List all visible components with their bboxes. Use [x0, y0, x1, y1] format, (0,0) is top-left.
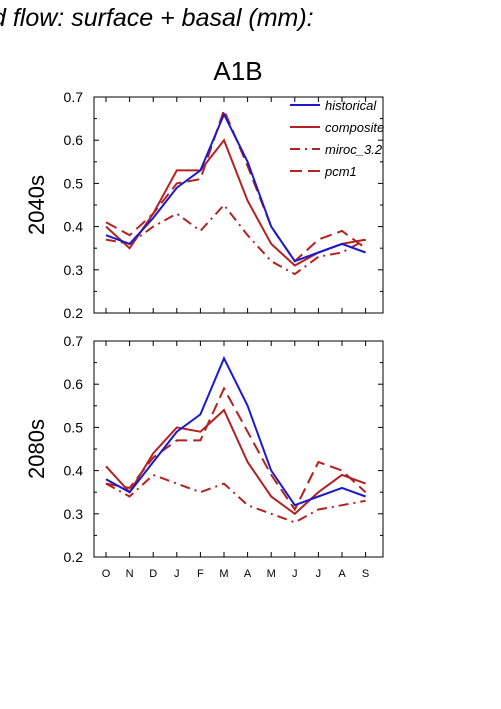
x-tick-label: J [174, 568, 180, 580]
legend-label: historical [325, 98, 377, 113]
legend-label: miroc_3.2 [325, 142, 383, 157]
y-tick-label: 0.5 [64, 419, 84, 435]
series-line-miroc-3-2 [105, 473, 366, 524]
x-tick-label: D [149, 568, 157, 580]
y-tick-label: 0.7 [64, 89, 84, 105]
x-tick-label: J [292, 568, 298, 580]
x-tick-label: N [126, 568, 134, 580]
scenario-title: A1B [213, 56, 263, 86]
series-line-miroc-3-2 [105, 203, 367, 276]
x-tick-label: M [267, 568, 276, 580]
y-tick-label: 0.7 [64, 333, 84, 349]
y-tick-label: 0.4 [64, 463, 84, 479]
y-tick-label: 0.2 [64, 549, 84, 565]
y-tick-label: 0.4 [64, 219, 84, 235]
legend-label: composite [325, 120, 384, 135]
x-tick-label: F [197, 568, 204, 580]
x-tick-label: A [244, 568, 252, 580]
y-tick-label: 0.6 [64, 376, 84, 392]
legend-label: pcm1 [324, 164, 357, 179]
x-tick-label: M [219, 568, 228, 580]
series-line-historical [105, 111, 366, 263]
y-tick-label: 0.3 [64, 506, 84, 522]
y-tick-label: 0.5 [64, 175, 84, 191]
row-label: 2080s [24, 419, 49, 479]
row-label: 2040s [24, 175, 49, 235]
page-header: d flow: surface + basal (mm): [0, 4, 314, 32]
y-tick-label: 0.2 [64, 305, 84, 321]
x-tick-label: J [316, 568, 322, 580]
series-line-composite [105, 408, 366, 516]
y-tick-label: 0.3 [64, 262, 84, 278]
series-line-historical [105, 355, 366, 507]
plot-frame [93, 340, 384, 558]
x-tick-label: O [102, 568, 111, 580]
series-line-composite [105, 138, 366, 267]
x-tick-label: A [338, 568, 346, 580]
x-tick-label: S [362, 568, 369, 580]
series-line-pcm1 [105, 386, 367, 512]
y-tick-label: 0.6 [64, 132, 84, 148]
